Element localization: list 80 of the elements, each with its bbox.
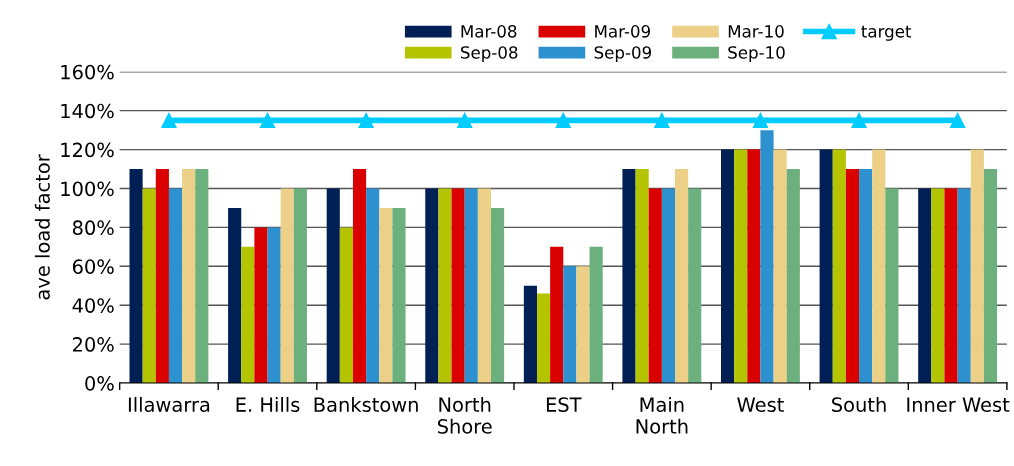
bar — [747, 149, 761, 384]
bar — [366, 188, 380, 384]
bar — [241, 246, 255, 384]
bar — [523, 285, 537, 384]
bar — [576, 266, 590, 384]
bar — [451, 188, 465, 384]
bar — [228, 207, 242, 384]
bar — [563, 266, 577, 384]
bar — [326, 188, 340, 384]
bar — [293, 188, 307, 384]
bar — [648, 188, 662, 384]
x-tick-label: Bankstown — [314, 396, 418, 412]
bar — [721, 149, 735, 384]
bar — [622, 169, 636, 384]
x-tick-label: South — [832, 396, 886, 412]
bar — [872, 149, 886, 384]
y-tick-label: 40% — [72, 298, 114, 313]
bar — [339, 227, 353, 384]
bar — [983, 169, 998, 384]
bar — [280, 188, 294, 384]
bar — [859, 169, 873, 384]
legend-label: Mar-10 — [728, 25, 784, 38]
bar — [379, 207, 393, 384]
bar — [957, 188, 971, 384]
y-tick-label: 20% — [73, 337, 114, 352]
legend-label: Sep-10 — [728, 46, 785, 62]
bar — [392, 207, 406, 384]
bar — [129, 169, 143, 384]
legend-label: Mar-09 — [595, 25, 650, 38]
x-tick-label: E. Hills — [236, 396, 300, 412]
bar — [760, 130, 774, 384]
bar — [832, 149, 846, 384]
x-tick-label: North Shore — [437, 396, 492, 434]
bar — [819, 149, 833, 384]
bar — [352, 169, 367, 384]
bar — [885, 188, 899, 384]
x-tick-label: Inner West — [907, 397, 1010, 412]
bar — [142, 188, 156, 384]
bar — [536, 293, 551, 384]
bar — [589, 246, 603, 384]
bar — [734, 149, 748, 384]
bar — [773, 149, 787, 384]
bar — [845, 169, 860, 384]
bar — [931, 188, 945, 384]
bar — [425, 188, 439, 384]
x-tick-label: Main North — [636, 396, 688, 434]
x-tick-label: EST — [546, 397, 582, 412]
bar — [464, 188, 478, 384]
x-tick-label: West — [737, 397, 784, 412]
bar — [635, 169, 649, 384]
bar — [918, 188, 932, 384]
y-tick-label: 100% — [61, 181, 114, 197]
y-tick-label: 120% — [61, 142, 114, 158]
y-tick-label: 140% — [61, 103, 114, 119]
legend-label: Sep-09 — [594, 46, 652, 62]
y-tick-label: 80% — [72, 220, 114, 236]
y-tick-label: 160% — [61, 64, 114, 80]
y-tick-label: 0% — [85, 376, 114, 391]
bar — [155, 169, 169, 384]
bar — [254, 227, 268, 384]
bar — [168, 188, 183, 384]
legend-label: target — [861, 25, 912, 41]
bar — [195, 169, 209, 384]
bar — [438, 188, 452, 384]
bar — [688, 188, 702, 384]
x-tick-label: Illawarra — [128, 396, 210, 412]
legend-label: Mar-08 — [461, 25, 517, 38]
bar — [944, 188, 958, 384]
bar — [786, 169, 800, 384]
bar — [675, 169, 689, 384]
y-axis-title: ave load factor — [34, 154, 50, 300]
bar — [661, 188, 675, 384]
bar — [550, 246, 564, 384]
y-tick-label: 60% — [72, 259, 114, 274]
legend-label: Sep-08 — [461, 46, 518, 62]
bar — [970, 149, 984, 384]
bar — [477, 188, 491, 384]
bar — [490, 207, 505, 384]
bar — [267, 227, 281, 384]
bar — [182, 169, 196, 384]
